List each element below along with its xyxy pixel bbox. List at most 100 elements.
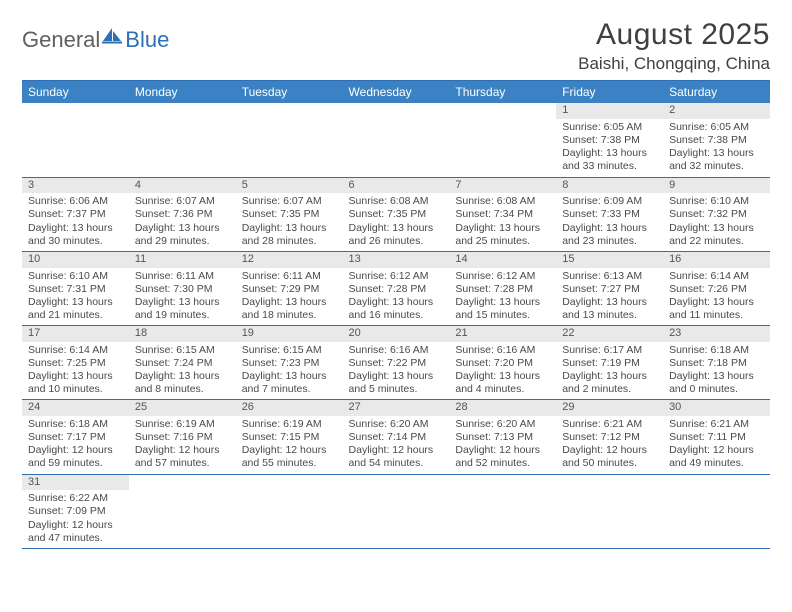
day-details (343, 119, 450, 177)
day-number-row: 3456789 (22, 177, 770, 193)
day-number: 23 (663, 326, 770, 342)
day-number-row: 12 (22, 103, 770, 119)
detail-line: Sunrise: 6:06 AM (28, 195, 123, 208)
dow-wed: Wednesday (343, 81, 450, 104)
day-number: 24 (22, 400, 129, 416)
detail-line: Daylight: 13 hours (349, 296, 444, 309)
day-details: Sunrise: 6:14 AMSunset: 7:26 PMDaylight:… (663, 268, 770, 326)
detail-line: Sunset: 7:28 PM (455, 283, 550, 296)
day-details-row: Sunrise: 6:14 AMSunset: 7:25 PMDaylight:… (22, 342, 770, 400)
detail-line: Sunset: 7:22 PM (349, 357, 444, 370)
day-number: 15 (556, 251, 663, 267)
detail-line: Sunrise: 6:10 AM (28, 270, 123, 283)
detail-line: and 19 minutes. (135, 309, 230, 322)
detail-line: and 15 minutes. (455, 309, 550, 322)
day-details: Sunrise: 6:11 AMSunset: 7:30 PMDaylight:… (129, 268, 236, 326)
day-details: Sunrise: 6:10 AMSunset: 7:32 PMDaylight:… (663, 193, 770, 251)
dow-tue: Tuesday (236, 81, 343, 104)
day-details (556, 490, 663, 548)
day-number: 30 (663, 400, 770, 416)
day-details: Sunrise: 6:21 AMSunset: 7:12 PMDaylight:… (556, 416, 663, 474)
detail-line: Sunset: 7:23 PM (242, 357, 337, 370)
day-details: Sunrise: 6:08 AMSunset: 7:34 PMDaylight:… (449, 193, 556, 251)
detail-line: Sunset: 7:14 PM (349, 431, 444, 444)
detail-line: Daylight: 12 hours (349, 444, 444, 457)
detail-line: and 2 minutes. (562, 383, 657, 396)
detail-line: and 0 minutes. (669, 383, 764, 396)
detail-line: Daylight: 12 hours (562, 444, 657, 457)
detail-line: Daylight: 12 hours (28, 519, 123, 532)
day-number-row: 31 (22, 474, 770, 490)
detail-line: Daylight: 13 hours (669, 296, 764, 309)
day-number: 27 (343, 400, 450, 416)
day-number: 14 (449, 251, 556, 267)
detail-line: Daylight: 13 hours (135, 296, 230, 309)
detail-line: Daylight: 13 hours (562, 222, 657, 235)
day-details (663, 490, 770, 548)
detail-line: Daylight: 13 hours (562, 147, 657, 160)
day-details: Sunrise: 6:10 AMSunset: 7:31 PMDaylight:… (22, 268, 129, 326)
day-number-row: 24252627282930 (22, 400, 770, 416)
detail-line: Sunset: 7:15 PM (242, 431, 337, 444)
detail-line: Sunset: 7:24 PM (135, 357, 230, 370)
detail-line: and 16 minutes. (349, 309, 444, 322)
detail-line: and 54 minutes. (349, 457, 444, 470)
detail-line: and 4 minutes. (455, 383, 550, 396)
detail-line: Sunrise: 6:11 AM (242, 270, 337, 283)
calendar-table: Sunday Monday Tuesday Wednesday Thursday… (22, 80, 770, 549)
detail-line: Sunset: 7:30 PM (135, 283, 230, 296)
detail-line: and 10 minutes. (28, 383, 123, 396)
day-number: 25 (129, 400, 236, 416)
day-number: 20 (343, 326, 450, 342)
day-number (343, 103, 450, 119)
day-number: 29 (556, 400, 663, 416)
detail-line: Sunrise: 6:20 AM (349, 418, 444, 431)
day-number: 7 (449, 177, 556, 193)
detail-line: Daylight: 12 hours (455, 444, 550, 457)
detail-line: Sunset: 7:38 PM (669, 134, 764, 147)
detail-line: Sunrise: 6:13 AM (562, 270, 657, 283)
detail-line: Sunrise: 6:18 AM (669, 344, 764, 357)
detail-line: Sunset: 7:32 PM (669, 208, 764, 221)
detail-line: Sunset: 7:28 PM (349, 283, 444, 296)
day-details (343, 490, 450, 548)
dow-thu: Thursday (449, 81, 556, 104)
detail-line: Daylight: 13 hours (28, 370, 123, 383)
detail-line: Daylight: 12 hours (28, 444, 123, 457)
day-number (129, 474, 236, 490)
day-details: Sunrise: 6:13 AMSunset: 7:27 PMDaylight:… (556, 268, 663, 326)
day-details-row: Sunrise: 6:10 AMSunset: 7:31 PMDaylight:… (22, 268, 770, 326)
detail-line: and 8 minutes. (135, 383, 230, 396)
day-number (129, 103, 236, 119)
detail-line: Sunset: 7:13 PM (455, 431, 550, 444)
day-details-row: Sunrise: 6:05 AMSunset: 7:38 PMDaylight:… (22, 119, 770, 177)
detail-line: Sunrise: 6:12 AM (349, 270, 444, 283)
day-number: 13 (343, 251, 450, 267)
detail-line: Sunset: 7:38 PM (562, 134, 657, 147)
detail-line: Sunset: 7:20 PM (455, 357, 550, 370)
day-number: 9 (663, 177, 770, 193)
day-number: 18 (129, 326, 236, 342)
dow-row: Sunday Monday Tuesday Wednesday Thursday… (22, 81, 770, 104)
day-details: Sunrise: 6:20 AMSunset: 7:13 PMDaylight:… (449, 416, 556, 474)
day-details (22, 119, 129, 177)
day-number (556, 474, 663, 490)
day-number: 26 (236, 400, 343, 416)
day-details-row: Sunrise: 6:22 AMSunset: 7:09 PMDaylight:… (22, 490, 770, 548)
detail-line: Sunset: 7:33 PM (562, 208, 657, 221)
detail-line: Daylight: 13 hours (562, 370, 657, 383)
day-details-row: Sunrise: 6:06 AMSunset: 7:37 PMDaylight:… (22, 193, 770, 251)
day-number-row: 17181920212223 (22, 326, 770, 342)
day-number: 11 (129, 251, 236, 267)
detail-line: and 13 minutes. (562, 309, 657, 322)
day-number: 3 (22, 177, 129, 193)
detail-line: Sunrise: 6:09 AM (562, 195, 657, 208)
detail-line: Sunrise: 6:12 AM (455, 270, 550, 283)
day-details: Sunrise: 6:12 AMSunset: 7:28 PMDaylight:… (449, 268, 556, 326)
day-number-row: 10111213141516 (22, 251, 770, 267)
day-details: Sunrise: 6:15 AMSunset: 7:23 PMDaylight:… (236, 342, 343, 400)
detail-line: and 57 minutes. (135, 457, 230, 470)
day-details: Sunrise: 6:05 AMSunset: 7:38 PMDaylight:… (556, 119, 663, 177)
detail-line: Daylight: 13 hours (455, 296, 550, 309)
detail-line: Sunrise: 6:17 AM (562, 344, 657, 357)
